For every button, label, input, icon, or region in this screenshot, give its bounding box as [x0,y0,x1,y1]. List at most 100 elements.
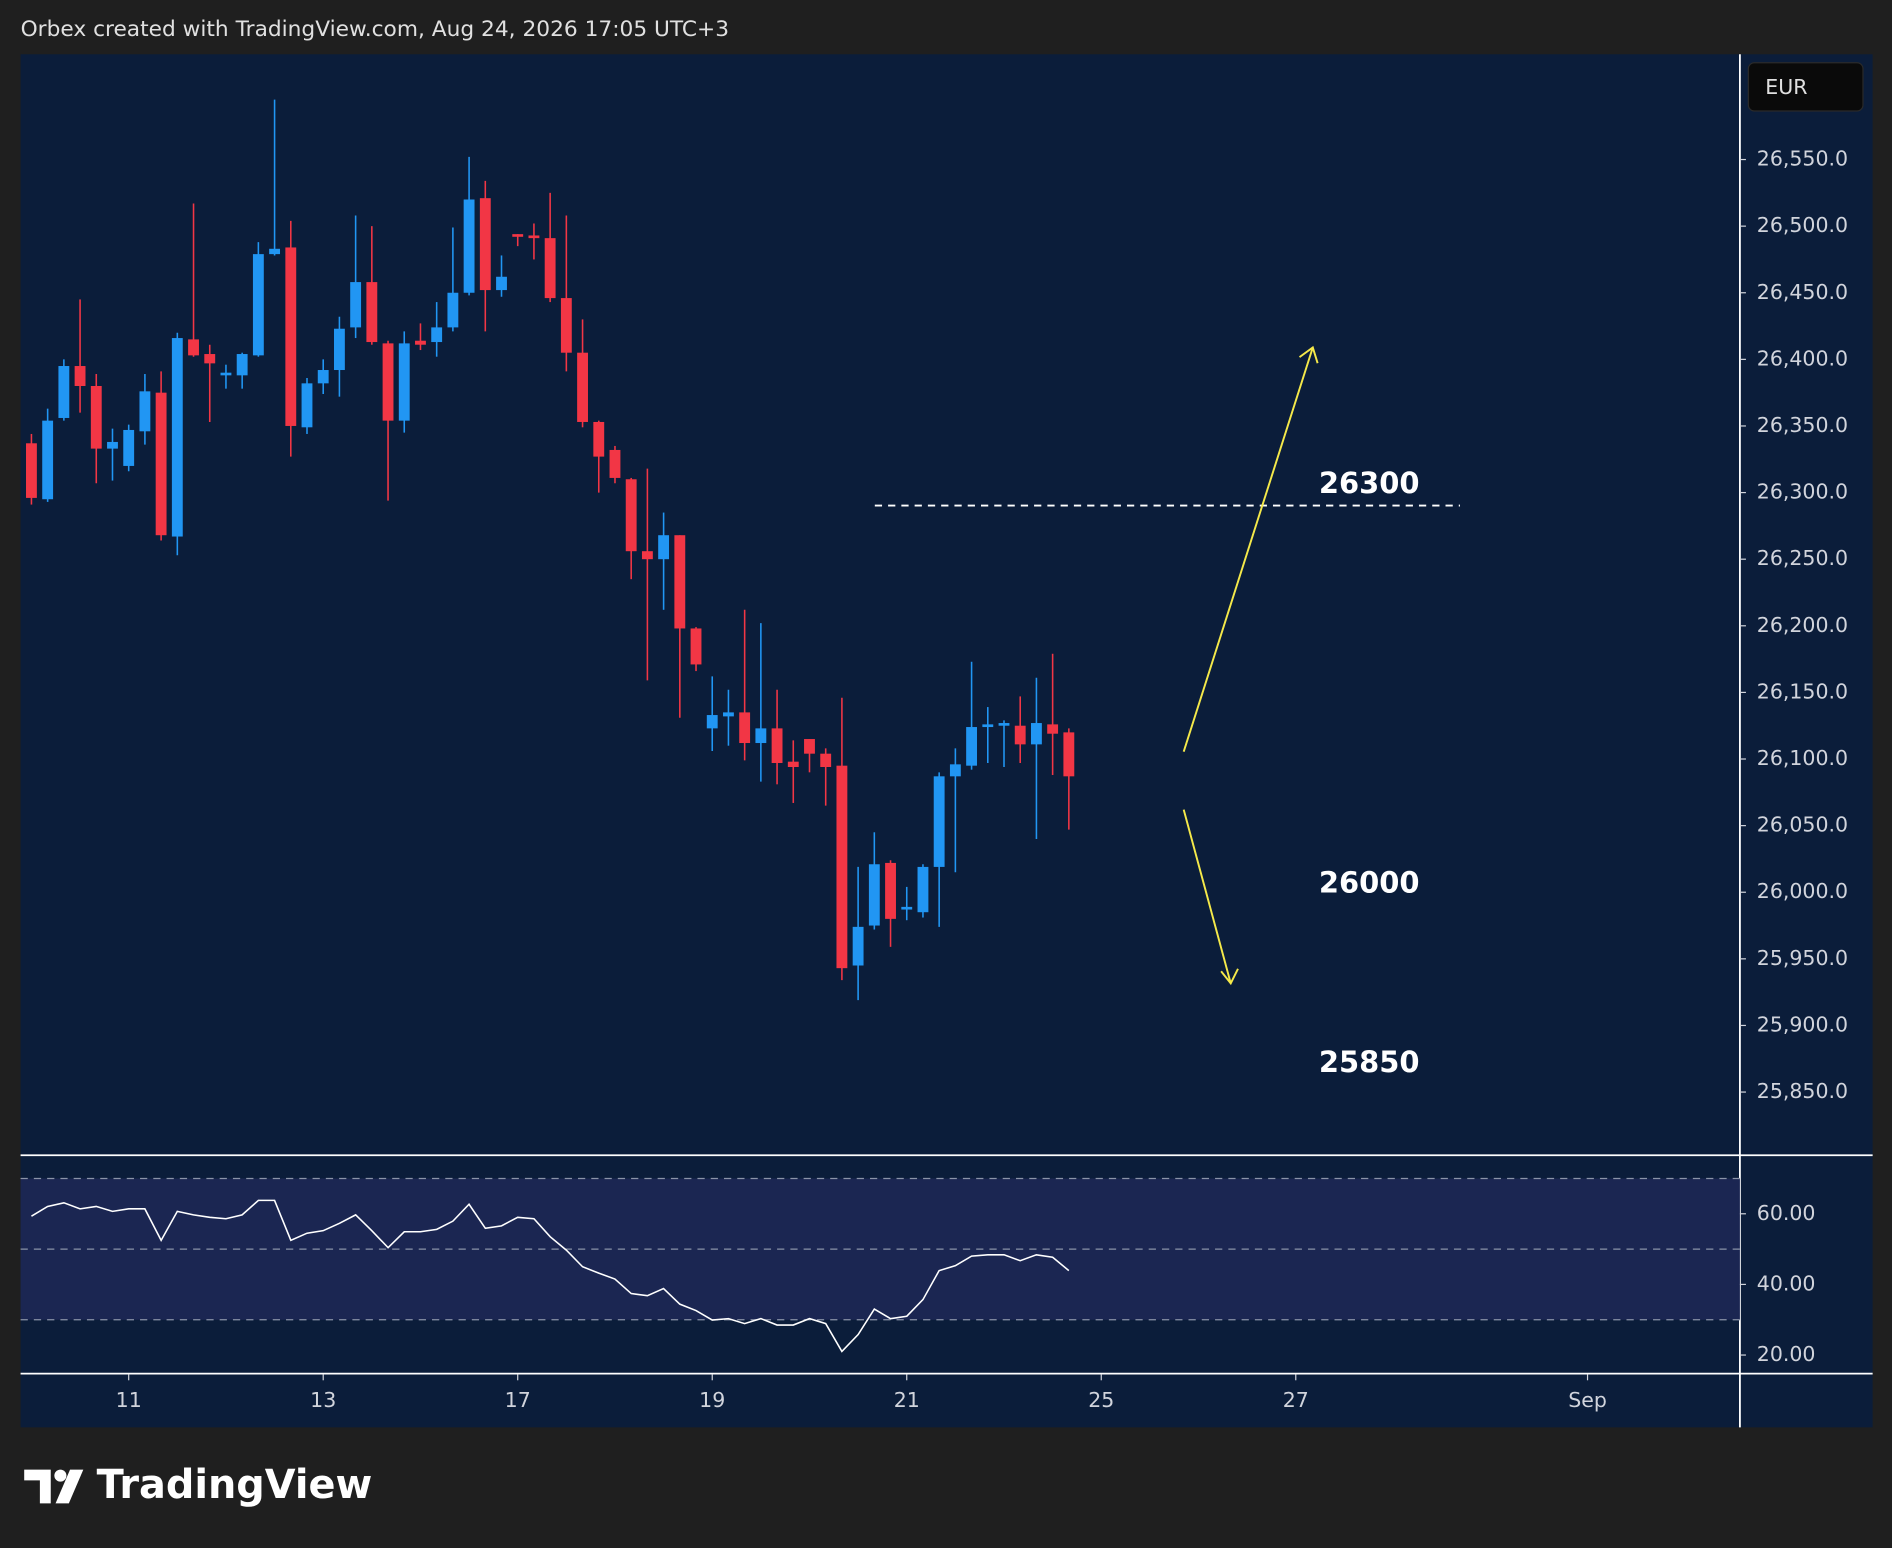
y-tick-label: 26,550.0 [1757,147,1848,171]
y-tick-label: 26,500.0 [1757,213,1848,237]
y-tick-label: 26,050.0 [1757,813,1848,837]
y-tick-label: 26,250.0 [1757,546,1848,570]
y-tick-label: 26,150.0 [1757,679,1848,703]
candle-body [625,479,637,552]
candle-body [1014,725,1026,745]
candle-body [1030,723,1042,745]
candle-body [560,298,572,353]
x-tick-label: 27 [1283,1388,1309,1412]
arrow-up [1182,347,1314,752]
y-tick-label: 26,000.0 [1757,879,1848,903]
candle-body [398,343,410,421]
candle-body [771,728,783,764]
candle-body [123,429,135,466]
candle-body [577,352,588,422]
y-tick-label: 26,200.0 [1757,613,1848,637]
candle-body [998,723,1010,726]
candle-body [42,420,54,500]
candle-body [852,926,864,966]
candle-body [139,391,151,432]
candle-body [917,866,929,913]
arrows [1182,345,1319,986]
candle-body [528,235,540,239]
candle-body [447,292,459,328]
annotation: 26000 [1319,865,1420,899]
price-axis [1739,54,1873,1374]
arrow-head [1220,968,1239,986]
candle-body [949,764,961,777]
candle-body [512,234,524,237]
candle-body [431,327,443,343]
logo-shape [55,1469,84,1504]
candle-body [496,276,507,291]
y-tick-label: 20.00 [1757,1342,1816,1366]
y-tick-label: 26,100.0 [1757,746,1848,770]
candle-body [609,449,621,478]
price-pane [20,54,1740,1155]
rsi-band [20,1178,1740,1320]
candle-body [966,727,978,766]
annotation: 26300 [1319,466,1420,500]
candle-body [544,238,556,299]
y-tick-label: 40.00 [1757,1271,1816,1295]
candle-body [90,386,102,449]
candle-body [755,728,767,744]
arrow-head [1298,345,1319,364]
candle-body [479,198,491,291]
candle-body [26,443,37,498]
candle-body [333,328,345,371]
candle-body [885,862,896,919]
candle-body [415,340,426,345]
y-tick-label: 26,450.0 [1757,280,1848,304]
candle-body [188,339,199,356]
rsi-line [31,1199,1070,1353]
candle-body [204,354,216,364]
candle-body [463,199,475,293]
candle-body [301,383,313,428]
logo-shape [24,1469,51,1504]
candle-body [836,765,848,969]
logo-icon [24,1469,84,1504]
annotation: 25850 [1319,1045,1420,1079]
candle-body [317,370,329,384]
candle-body [382,343,394,421]
candle-body [820,753,832,768]
y-tick-label: 25,850.0 [1757,1079,1848,1103]
y-tick-label: 60.00 [1757,1201,1816,1225]
currency-button[interactable] [1747,62,1864,112]
candle-body [658,535,670,560]
candle-body [593,421,605,457]
header: Orbex created with TradingView.com, Aug … [21,17,729,42]
time-axis [20,1374,1873,1428]
candle-body [155,392,167,536]
x-tick-label: 11 [116,1388,142,1412]
candle-body [1047,724,1059,734]
candle-body [690,628,702,665]
y-tick-label: 25,950.0 [1757,946,1848,970]
candle-body [252,254,264,356]
candle-body [787,761,799,768]
candle-body [933,776,945,867]
candle-body [804,739,815,754]
x-tick-label: 17 [505,1388,531,1412]
candles [26,99,1075,1001]
candle-body [269,248,281,255]
candle-body [366,282,378,343]
y-tick-label: 26,300.0 [1757,480,1848,504]
candle-body [285,247,297,426]
x-tick-label: 19 [699,1388,725,1412]
candle-body [58,366,70,418]
candle-body [706,715,718,729]
x-tick-label: Sep [1568,1388,1607,1412]
candle-body [868,864,880,926]
arrow-down [1182,809,1232,984]
candle-body [236,354,248,376]
candle-body [641,551,653,560]
candle-body [1063,732,1075,777]
candle-body [107,441,118,449]
logo-shape [54,1469,67,1482]
candle-body [220,372,232,376]
y-tick-label: 25,900.0 [1757,1012,1848,1036]
